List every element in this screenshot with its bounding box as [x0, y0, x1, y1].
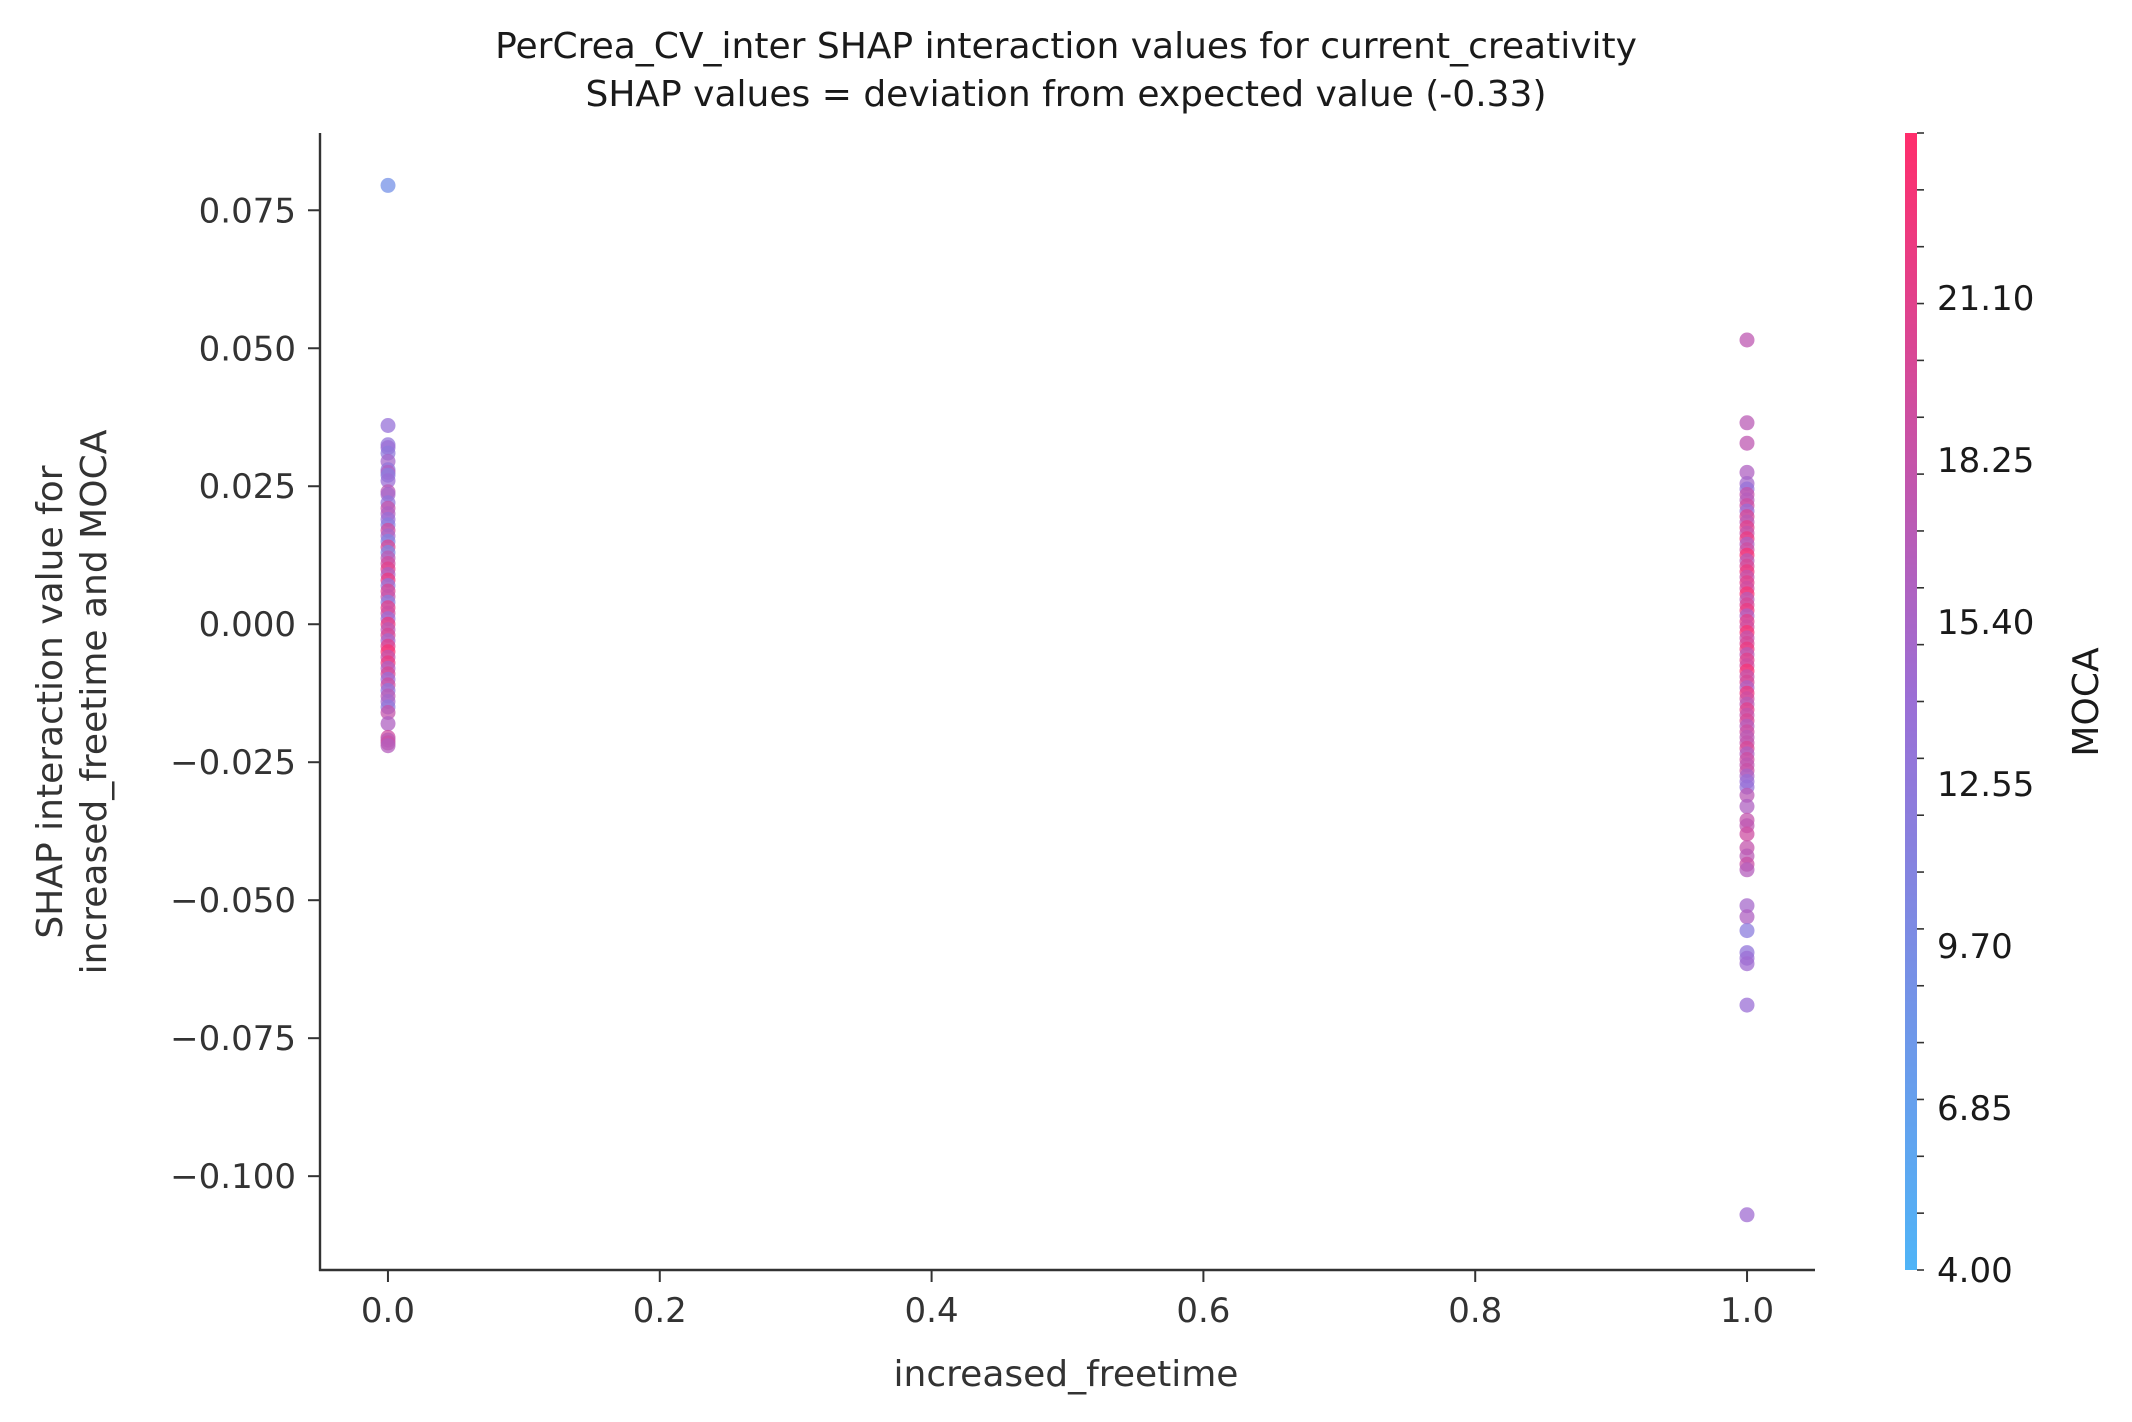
- scatter-point: [1739, 898, 1755, 914]
- x-tick-label: 1.0: [1720, 1291, 1774, 1331]
- y-tick-label: 0.075: [199, 191, 296, 231]
- x-tick-label: 0.4: [905, 1291, 959, 1331]
- colorbar-tick-label: 4.00: [1937, 1251, 2013, 1291]
- colorbar-tick-label: 6.85: [1937, 1089, 2013, 1129]
- y-tick-label: −0.075: [170, 1019, 296, 1059]
- axes: 0.0 0.2 0.4 0.6 0.8 1.0 0.075 0.050 0.025 0.000 −0…: [170, 133, 1815, 1331]
- colorbar-tick-label: 9.70: [1937, 927, 2013, 967]
- y-tick-label: −0.025: [170, 743, 296, 783]
- scatter-point: [1739, 435, 1755, 451]
- scatter-point: [1739, 415, 1755, 431]
- colorbar-label: MOCA: [2066, 647, 2107, 757]
- x-axis-label: increased_freetime: [894, 1354, 1239, 1395]
- colorbar-tick-label: 15.40: [1937, 603, 2034, 643]
- x-tick-label: 0.2: [633, 1291, 687, 1331]
- colorbar-ticks: 4.00 6.85 9.70 12.55 15.40 18.25 21.10: [1917, 132, 2034, 1291]
- y-tick-label: −0.050: [170, 881, 296, 921]
- scatter-point: [380, 418, 396, 433]
- colorbar-tick-label: 21.10: [1937, 279, 2034, 319]
- scatter-point: [1739, 798, 1755, 814]
- scatter-point: [1739, 787, 1755, 803]
- scatter-point: [380, 738, 396, 754]
- y-tick-label: 0.025: [199, 467, 296, 507]
- x-tick-label: 0.0: [361, 1291, 415, 1331]
- scatter-point: [380, 705, 396, 720]
- colorbar: [1905, 133, 1917, 1270]
- chart-title: PerCrea_CV_inter SHAP interaction values…: [495, 26, 1637, 67]
- y-tick-label: −0.100: [170, 1157, 296, 1197]
- scatter-point: [1739, 332, 1755, 348]
- scatter-points: [380, 177, 1755, 1223]
- scatter-point: [1739, 862, 1755, 878]
- y-axis-label-line2: increased_freetime and MOCA: [74, 429, 115, 974]
- colorbar-tick-label: 18.25: [1937, 441, 2034, 481]
- y-axis-label-line1: SHAP interaction value for: [30, 465, 71, 938]
- y-tick-label: 0.000: [199, 605, 296, 645]
- scatter-point: [1739, 997, 1755, 1013]
- x-tick-label: 0.8: [1448, 1291, 1502, 1331]
- chart-subtitle: SHAP values = deviation from expected va…: [585, 74, 1546, 115]
- scatter-point: [380, 716, 396, 732]
- scatter-point: [380, 473, 396, 489]
- colorbar-tick-label: 12.55: [1937, 765, 2034, 805]
- scatter-point: [1739, 909, 1755, 925]
- scatter-point: [380, 177, 396, 193]
- scatter-point: [1739, 826, 1755, 842]
- x-tick-label: 0.6: [1176, 1291, 1230, 1331]
- scatter-point: [1739, 956, 1755, 972]
- scatter-point: [1739, 1207, 1755, 1223]
- scatter-point: [1739, 464, 1755, 480]
- scatter-point: [1739, 923, 1755, 939]
- y-tick-label: 0.050: [199, 329, 296, 369]
